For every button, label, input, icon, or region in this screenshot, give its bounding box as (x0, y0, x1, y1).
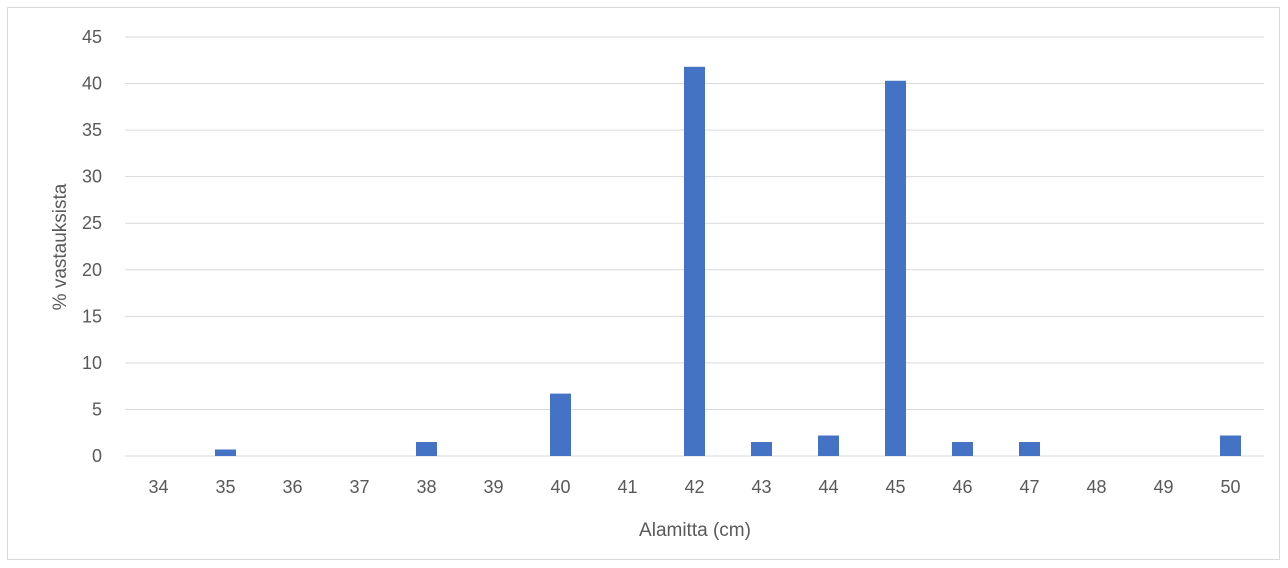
y-axis-title: % vastauksista (50, 183, 71, 310)
y-tick-label: 20 (82, 260, 102, 280)
bar-50 (1220, 435, 1241, 456)
y-tick-label: 45 (82, 27, 102, 47)
x-tick-label: 39 (483, 477, 503, 497)
chart-frame (7, 7, 1280, 560)
y-tick-label: 25 (82, 213, 102, 233)
bar-42 (684, 66, 705, 456)
x-tick-label: 43 (751, 477, 771, 497)
y-tick-label: 35 (82, 120, 102, 140)
x-tick-labels: 34 35 36 37 38 39 40 41 42 43 44 45 46 47 48 49 50 (148, 477, 1240, 497)
bar-35 (215, 449, 236, 456)
x-tick-label: 36 (282, 477, 302, 497)
x-tick-label: 48 (1086, 477, 1106, 497)
x-tick-label: 41 (617, 477, 637, 497)
bar-46 (952, 442, 973, 456)
x-tick-label: 46 (952, 477, 972, 497)
y-tick-label: 15 (82, 306, 102, 326)
y-tick-label: 0 (92, 446, 102, 466)
x-tick-label: 44 (818, 477, 838, 497)
y-tick-labels: 0 5 10 15 20 25 30 35 40 45 (82, 27, 102, 466)
bar-44 (818, 435, 839, 456)
x-tick-label: 42 (684, 477, 704, 497)
x-tick-label: 34 (148, 477, 168, 497)
x-axis-title: Alamitta (cm) (639, 520, 751, 541)
bar-47 (1019, 442, 1040, 456)
x-tick-label: 45 (885, 477, 905, 497)
y-tick-label: 5 (92, 399, 102, 419)
x-tick-label: 50 (1220, 477, 1240, 497)
x-tick-label: 49 (1153, 477, 1173, 497)
y-tick-label: 40 (82, 74, 102, 94)
x-tick-label: 37 (349, 477, 369, 497)
bars (215, 66, 1241, 457)
bar-40 (550, 393, 571, 456)
bar-43 (751, 442, 772, 456)
x-tick-label: 40 (550, 477, 570, 497)
x-tick-label: 35 (215, 477, 235, 497)
bar-38 (416, 442, 437, 456)
bar-45 (885, 80, 906, 457)
y-tick-label: 30 (82, 167, 102, 187)
x-tick-label: 47 (1019, 477, 1039, 497)
y-tick-label: 10 (82, 353, 102, 373)
x-tick-label: 38 (416, 477, 436, 497)
